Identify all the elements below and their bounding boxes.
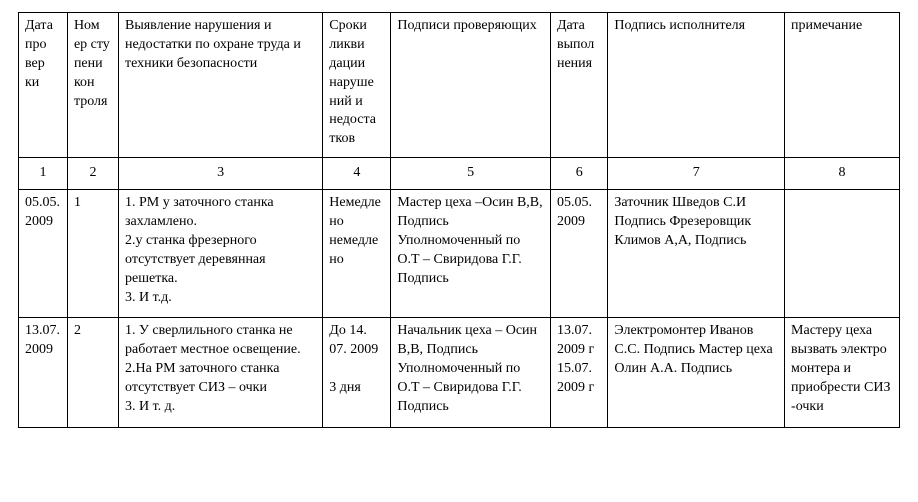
col-header-exec-sign: Подпись исполнителя: [608, 13, 785, 158]
col-header-date: Дата про вер ки: [19, 13, 68, 158]
cell-done-date: 05.05. 2009: [550, 190, 607, 318]
cell-deadline: До 14. 07. 2009 3 дня: [323, 318, 391, 427]
cell-date: 05.05. 2009: [19, 190, 68, 318]
cell-done-date: 13.07. 2009 г 15.07. 2009 г: [550, 318, 607, 427]
col-number: 8: [785, 158, 900, 190]
col-header-violations: Выявление нарушения и недостатки по охра…: [119, 13, 323, 158]
cell-violations: 1. У сверлильного станка не работает мес…: [119, 318, 323, 427]
cell-exec-sign: Заточник Шведов С.И Подпись Фрезеровщик …: [608, 190, 785, 318]
cell-stage: 1: [67, 190, 118, 318]
cell-stage: 2: [67, 318, 118, 427]
cell-note: Мастеру цеха вызвать электро монтера и п…: [785, 318, 900, 427]
table-number-row: 1 2 3 4 5 6 7 8: [19, 158, 900, 190]
col-number: 3: [119, 158, 323, 190]
table-row: 05.05. 2009 1 1. РМ у заточного станка з…: [19, 190, 900, 318]
cell-violations: 1. РМ у заточного станка захламлено. 2.у…: [119, 190, 323, 318]
cell-exec-sign: Электромонтер Иванов С.С. Подпись Мастер…: [608, 318, 785, 427]
table-row: 13.07. 2009 2 1. У сверлильного станка н…: [19, 318, 900, 427]
cell-signers: Мастер цеха –Осин В,В, Подпись Уполномоч…: [391, 190, 551, 318]
col-header-signers: Подписи проверяющих: [391, 13, 551, 158]
inspection-log-table: Дата про вер ки Ном ер сту пени кон трол…: [18, 12, 900, 428]
cell-deadline: Немедле но немедле но: [323, 190, 391, 318]
col-number: 6: [550, 158, 607, 190]
col-header-deadline: Сроки ликви дации наруше ний и недоста т…: [323, 13, 391, 158]
table-header-row: Дата про вер ки Ном ер сту пени кон трол…: [19, 13, 900, 158]
cell-signers: Начальник цеха – Осин В,В, Подпись Уполн…: [391, 318, 551, 427]
col-number: 7: [608, 158, 785, 190]
col-number: 1: [19, 158, 68, 190]
col-number: 5: [391, 158, 551, 190]
col-header-stage: Ном ер сту пени кон троля: [67, 13, 118, 158]
cell-note: [785, 190, 900, 318]
col-header-note: примечание: [785, 13, 900, 158]
col-number: 4: [323, 158, 391, 190]
col-number: 2: [67, 158, 118, 190]
cell-date: 13.07. 2009: [19, 318, 68, 427]
col-header-done-date: Дата выпол нения: [550, 13, 607, 158]
